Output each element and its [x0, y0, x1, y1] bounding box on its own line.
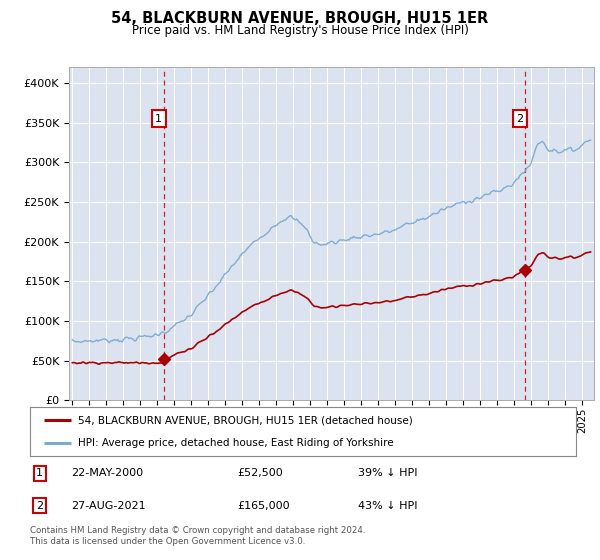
Text: 39% ↓ HPI: 39% ↓ HPI [358, 468, 417, 478]
Text: 1: 1 [155, 114, 162, 124]
Text: 2: 2 [36, 501, 43, 511]
Text: HPI: Average price, detached house, East Riding of Yorkshire: HPI: Average price, detached house, East… [78, 438, 394, 448]
Text: £165,000: £165,000 [238, 501, 290, 511]
Text: 1: 1 [37, 468, 43, 478]
Text: Contains HM Land Registry data © Crown copyright and database right 2024.
This d: Contains HM Land Registry data © Crown c… [30, 526, 365, 546]
Text: Price paid vs. HM Land Registry's House Price Index (HPI): Price paid vs. HM Land Registry's House … [131, 24, 469, 36]
Text: 2: 2 [517, 114, 524, 124]
Text: 22-MAY-2000: 22-MAY-2000 [71, 468, 143, 478]
Text: 27-AUG-2021: 27-AUG-2021 [71, 501, 146, 511]
Text: £52,500: £52,500 [238, 468, 283, 478]
Text: 54, BLACKBURN AVENUE, BROUGH, HU15 1ER (detached house): 54, BLACKBURN AVENUE, BROUGH, HU15 1ER (… [78, 416, 413, 426]
Text: 54, BLACKBURN AVENUE, BROUGH, HU15 1ER: 54, BLACKBURN AVENUE, BROUGH, HU15 1ER [112, 11, 488, 26]
Text: 43% ↓ HPI: 43% ↓ HPI [358, 501, 417, 511]
